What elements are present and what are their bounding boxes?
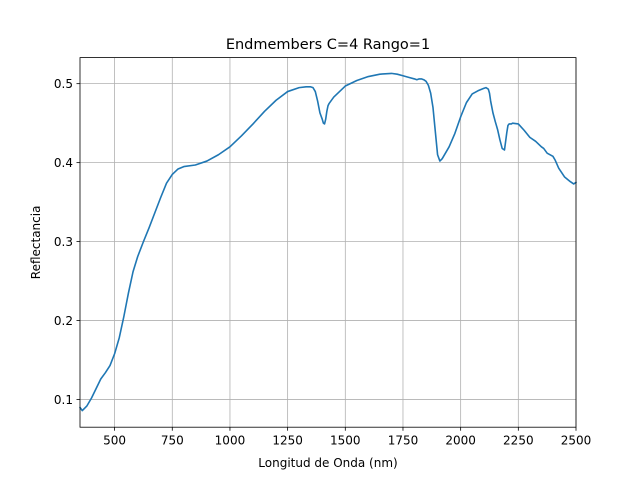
- series-layer: [79, 72, 577, 412]
- y-tick-label: 0.1: [54, 393, 73, 407]
- x-tick-label: 2500: [561, 434, 592, 448]
- x-axis-label: Longitud de Onda (nm): [258, 456, 397, 470]
- x-tick-label: 2000: [445, 434, 476, 448]
- y-tick-label: 0.5: [54, 77, 73, 91]
- x-tick-label: 750: [161, 434, 184, 448]
- y-tick-label: 0.4: [54, 156, 73, 170]
- x-tick-label: 2250: [503, 434, 534, 448]
- x-tick-label: 1500: [330, 434, 361, 448]
- chart-title: Endmembers C=4 Rango=1: [226, 37, 430, 53]
- x-tick-label: 1250: [272, 434, 303, 448]
- reflectance-series-line: [79, 72, 577, 412]
- x-tick-label: 1750: [388, 434, 419, 448]
- x-tick-label: 1000: [215, 434, 246, 448]
- axis-ticks: 500 750 1000 1250 1500 1750 2000 2250 2500 0.1 0.2…: [54, 77, 591, 448]
- x-tick-label: 500: [103, 434, 126, 448]
- grid: [80, 57, 577, 428]
- y-axis-label: Reflectancia: [29, 206, 43, 280]
- y-tick-label: 0.2: [54, 314, 73, 328]
- plot-area-frame: [79, 57, 577, 428]
- y-tick-label: 0.3: [54, 235, 73, 249]
